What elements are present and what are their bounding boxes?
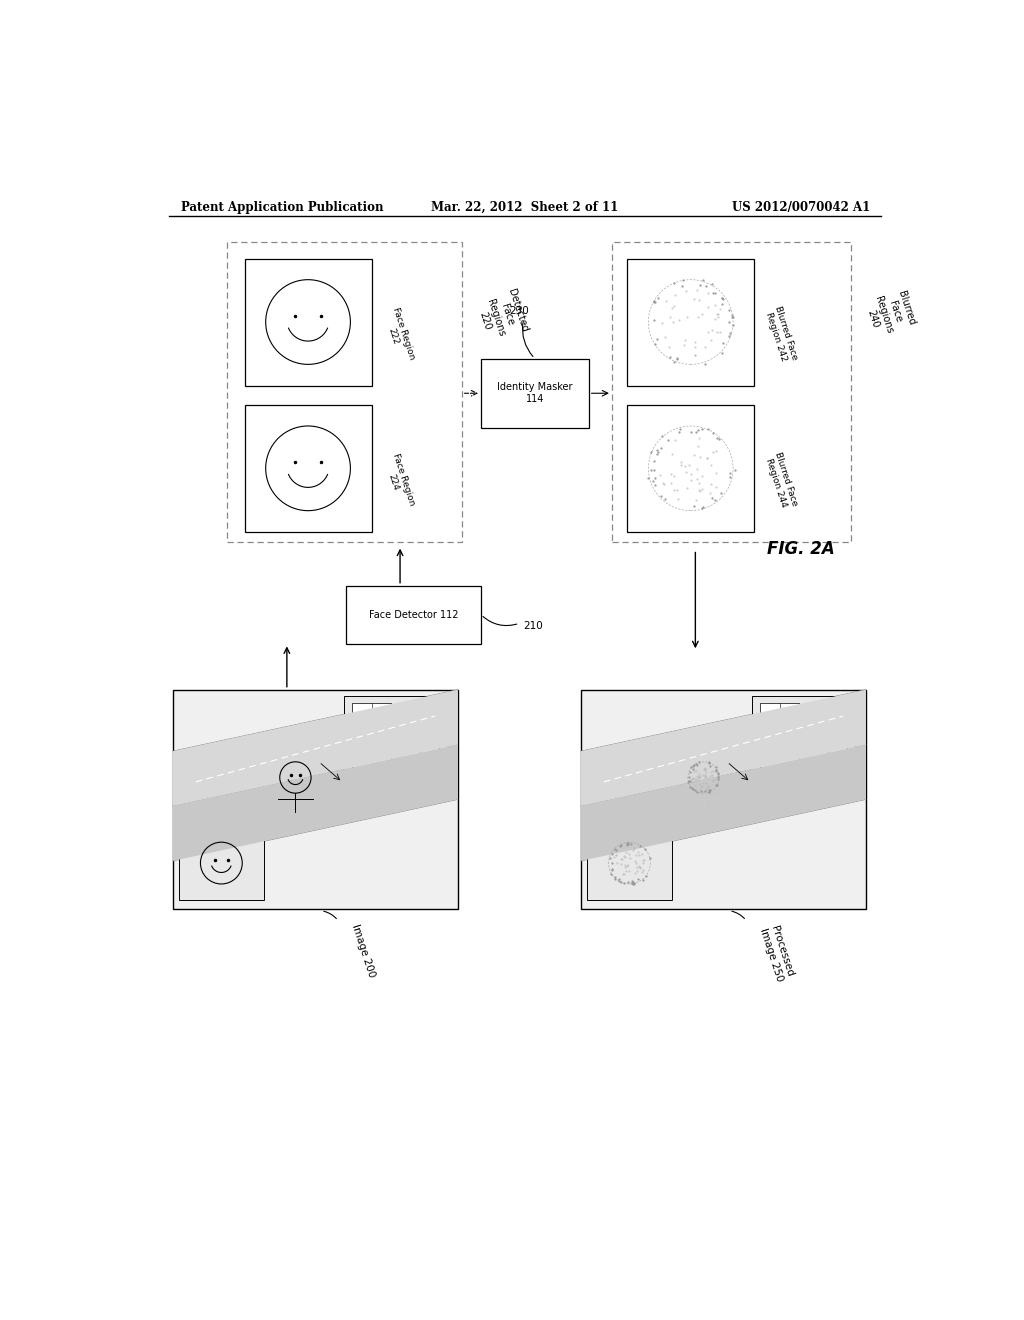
Bar [587, 826, 672, 900]
Bar [581, 689, 866, 909]
Bar [760, 704, 799, 735]
Bar [178, 826, 264, 900]
Text: Detected
Face
Regions
220: Detected Face Regions 220 [473, 288, 529, 345]
Bar [226, 242, 462, 543]
Text: Mar. 22, 2012  Sheet 2 of 11: Mar. 22, 2012 Sheet 2 of 11 [431, 201, 618, 214]
Text: Face Detector 112: Face Detector 112 [369, 610, 459, 619]
Bar [344, 696, 446, 780]
Text: Face Region
224: Face Region 224 [381, 453, 416, 510]
Bar [346, 586, 481, 644]
Bar [400, 742, 439, 774]
Bar [752, 696, 854, 780]
Text: FIG. 2A: FIG. 2A [767, 540, 835, 557]
Text: 230: 230 [510, 306, 529, 317]
Bar [245, 405, 372, 532]
Bar [808, 742, 847, 774]
Bar [628, 259, 755, 385]
Bar [760, 742, 799, 774]
Text: Patent Application Publication: Patent Application Publication [180, 201, 383, 214]
Text: Image 200: Image 200 [349, 923, 376, 978]
Text: Processed
Image 250: Processed Image 250 [758, 923, 796, 982]
Text: Identity Masker
114: Identity Masker 114 [497, 383, 572, 404]
Bar [808, 704, 847, 735]
Bar [245, 259, 372, 385]
Bar [173, 689, 458, 909]
Bar [628, 405, 755, 532]
Bar [352, 742, 391, 774]
Bar [611, 242, 851, 543]
Text: Blurred Face
Region 242: Blurred Face Region 242 [764, 305, 800, 364]
Text: Blurred
Face
Regions
240: Blurred Face Regions 240 [862, 288, 916, 338]
Text: US 2012/0070042 A1: US 2012/0070042 A1 [731, 201, 869, 214]
Polygon shape [581, 689, 866, 807]
Polygon shape [581, 744, 866, 861]
Bar [352, 704, 391, 735]
Bar [481, 359, 589, 428]
Text: 210: 210 [523, 622, 543, 631]
Text: Face Region
222: Face Region 222 [381, 306, 416, 363]
Polygon shape [173, 689, 458, 807]
Text: Blurred Face
Region 244: Blurred Face Region 244 [764, 451, 800, 511]
Polygon shape [173, 744, 458, 861]
Bar [400, 704, 439, 735]
